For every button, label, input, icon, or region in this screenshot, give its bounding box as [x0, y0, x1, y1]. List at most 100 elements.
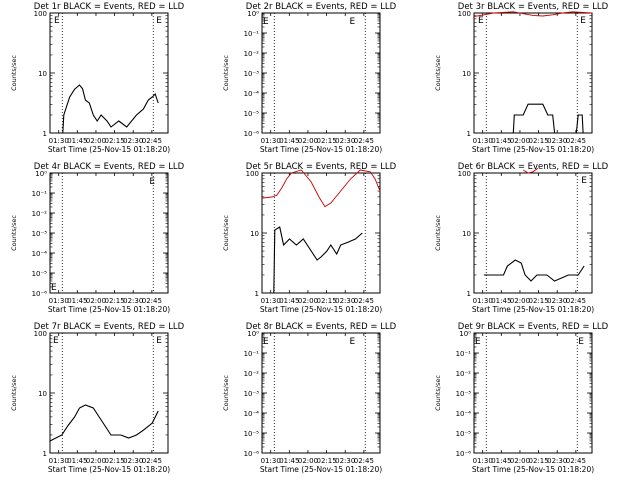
y-tick-label: 10: [250, 230, 259, 238]
y-axis-label: Counts/sec: [10, 55, 18, 91]
x-tick-label: 02:00: [510, 297, 530, 305]
y-tick-label: 10⁻⁶: [32, 290, 48, 298]
y-tick-label: 10: [38, 70, 47, 78]
e-marker: E: [350, 17, 356, 27]
x-tick-label: 01:30: [261, 457, 281, 465]
panel-title: Det 1r BLACK = Events, RED = LLD: [34, 2, 185, 12]
y-tick-label: 10⁻²: [456, 370, 472, 378]
x-tick-label: 01:45: [67, 457, 87, 465]
x-tick-label: 01:45: [67, 297, 87, 305]
x-tick-label: 02:30: [547, 137, 567, 145]
x-tick-label: 02:00: [298, 457, 318, 465]
y-tick-label: 10⁻²: [244, 370, 260, 378]
x-tick-label: 02:45: [142, 457, 162, 465]
x-tick-label: 02:15: [316, 457, 336, 465]
x-axis-label: Start Time (25-Nov-15 01:18:20): [472, 305, 594, 314]
y-axis-label: Counts/sec: [222, 55, 230, 91]
e-marker: E: [478, 16, 484, 26]
x-tick-label: 01:45: [279, 297, 299, 305]
plot-frame: [473, 332, 593, 454]
e-marker: E: [156, 16, 162, 26]
panel-title: Det 8r BLACK = Events, RED = LLD: [246, 322, 397, 332]
x-tick-label: 02:15: [316, 297, 336, 305]
panel-title: Det 4r BLACK = Events, RED = LLD: [34, 162, 185, 172]
events-series-line: [273, 226, 363, 294]
y-tick-label: 10⁰: [35, 170, 47, 178]
y-tick-label: 10⁻⁶: [244, 130, 260, 138]
y-tick-label: 100: [458, 10, 471, 18]
x-tick-label: 02:30: [123, 457, 143, 465]
e-marker: E: [475, 337, 481, 347]
y-tick-label: 1: [43, 130, 47, 138]
y-axis-label: Counts/sec: [222, 375, 230, 411]
events-series-line: [55, 84, 159, 134]
y-tick-label: 10⁻¹: [456, 350, 472, 358]
e-marker: E: [263, 337, 269, 347]
x-tick-label: 01:45: [491, 137, 511, 145]
x-tick-label: 02:30: [123, 137, 143, 145]
y-tick-label: 100: [458, 170, 471, 178]
y-tick-label: 10⁻³: [456, 390, 472, 398]
x-tick-label: 01:30: [473, 137, 493, 145]
y-tick-label: 10⁻⁵: [456, 430, 472, 438]
x-tick-label: 02:45: [354, 297, 374, 305]
x-axis-label: Start Time (25-Nov-15 01:18:20): [48, 465, 170, 474]
x-tick-label: 02:45: [142, 297, 162, 305]
y-tick-label: 10: [462, 70, 471, 78]
x-tick-label: 02:45: [566, 137, 586, 145]
x-tick-label: 01:45: [491, 297, 511, 305]
panel-3: Det 3r BLACK = Events, RED = LLD 01:3001:…: [434, 2, 609, 154]
y-tick-label: 10⁻⁵: [244, 430, 260, 438]
x-tick-label: 01:45: [491, 457, 511, 465]
panel-title: Det 7r BLACK = Events, RED = LLD: [34, 322, 185, 332]
x-tick-label: 02:15: [528, 137, 548, 145]
y-tick-label: 1: [43, 450, 47, 458]
x-tick-label: 02:45: [354, 457, 374, 465]
y-tick-label: 10⁻¹: [244, 30, 260, 38]
events-series-line: [49, 404, 159, 442]
plot-frame: [49, 332, 169, 454]
y-tick-label: 10⁰: [247, 10, 259, 18]
e-marker: E: [581, 176, 587, 186]
panel-7: Det 7r BLACK = Events, RED = LLD 01:3001:…: [10, 322, 185, 474]
y-axis-label: Counts/sec: [10, 215, 18, 251]
e-marker: E: [156, 336, 162, 346]
x-axis-label: Start Time (25-Nov-15 01:18:20): [48, 305, 170, 314]
x-tick-label: 02:00: [86, 297, 106, 305]
events-series-line: [483, 259, 585, 282]
e-marker: E: [53, 336, 59, 346]
y-tick-label: 10⁻¹: [32, 190, 48, 198]
x-tick-label: 01:45: [67, 137, 87, 145]
panel-title: Det 6r BLACK = Events, RED = LLD: [458, 162, 609, 172]
panel-2: Det 2r BLACK = Events, RED = LLD 01:3001:…: [222, 2, 397, 154]
plot-frame: [261, 332, 381, 454]
x-tick-label: 02:00: [298, 297, 318, 305]
y-tick-label: 10⁻²: [244, 50, 260, 58]
x-tick-label: 02:45: [142, 137, 162, 145]
x-tick-label: 01:30: [261, 297, 281, 305]
y-tick-label: 1: [467, 290, 471, 298]
y-tick-label: 10⁻³: [244, 390, 260, 398]
y-tick-label: 10⁻⁴: [244, 90, 260, 98]
events-series-line: [512, 103, 584, 134]
y-axis-label: Counts/sec: [434, 55, 442, 91]
e-marker: E: [580, 16, 586, 26]
plot-frame: [49, 12, 169, 134]
y-tick-label: 10⁰: [459, 330, 471, 338]
lld-series-line: [473, 11, 593, 18]
y-tick-label: 10⁻¹: [244, 350, 260, 358]
y-tick-label: 10⁻⁵: [32, 270, 48, 278]
lld-series-line: [522, 167, 539, 174]
plot-frame: [49, 172, 169, 294]
x-tick-label: 02:45: [354, 137, 374, 145]
e-marker: E: [54, 16, 60, 26]
panel-9: Det 9r BLACK = Events, RED = LLD 01:3001:…: [434, 322, 609, 474]
y-tick-label: 10: [38, 390, 47, 398]
x-tick-label: 02:15: [104, 297, 124, 305]
panel-6: Det 6r BLACK = Events, RED = LLD 01:3001:…: [434, 162, 609, 314]
x-tick-label: 02:00: [510, 457, 530, 465]
x-tick-label: 02:00: [86, 137, 106, 145]
x-tick-label: 02:45: [566, 457, 586, 465]
x-tick-label: 02:15: [104, 137, 124, 145]
x-tick-label: 02:15: [316, 137, 336, 145]
